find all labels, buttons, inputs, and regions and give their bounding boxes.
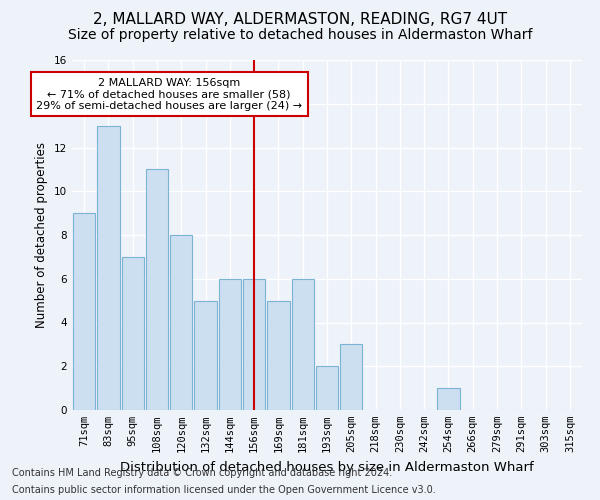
- Bar: [292, 279, 314, 410]
- Y-axis label: Number of detached properties: Number of detached properties: [35, 142, 49, 328]
- Bar: [73, 213, 95, 410]
- Bar: [340, 344, 362, 410]
- Bar: [146, 170, 168, 410]
- Text: Contains public sector information licensed under the Open Government Licence v3: Contains public sector information licen…: [12, 485, 436, 495]
- Bar: [122, 257, 144, 410]
- Bar: [97, 126, 119, 410]
- Bar: [316, 366, 338, 410]
- Bar: [170, 235, 193, 410]
- Text: 2, MALLARD WAY, ALDERMASTON, READING, RG7 4UT: 2, MALLARD WAY, ALDERMASTON, READING, RG…: [93, 12, 507, 28]
- Bar: [267, 300, 290, 410]
- Text: Size of property relative to detached houses in Aldermaston Wharf: Size of property relative to detached ho…: [68, 28, 532, 42]
- Bar: [218, 279, 241, 410]
- Bar: [437, 388, 460, 410]
- Text: Contains HM Land Registry data © Crown copyright and database right 2024.: Contains HM Land Registry data © Crown c…: [12, 468, 392, 477]
- X-axis label: Distribution of detached houses by size in Aldermaston Wharf: Distribution of detached houses by size …: [120, 460, 534, 473]
- Text: 2 MALLARD WAY: 156sqm
← 71% of detached houses are smaller (58)
29% of semi-deta: 2 MALLARD WAY: 156sqm ← 71% of detached …: [36, 78, 302, 110]
- Bar: [243, 279, 265, 410]
- Bar: [194, 300, 217, 410]
